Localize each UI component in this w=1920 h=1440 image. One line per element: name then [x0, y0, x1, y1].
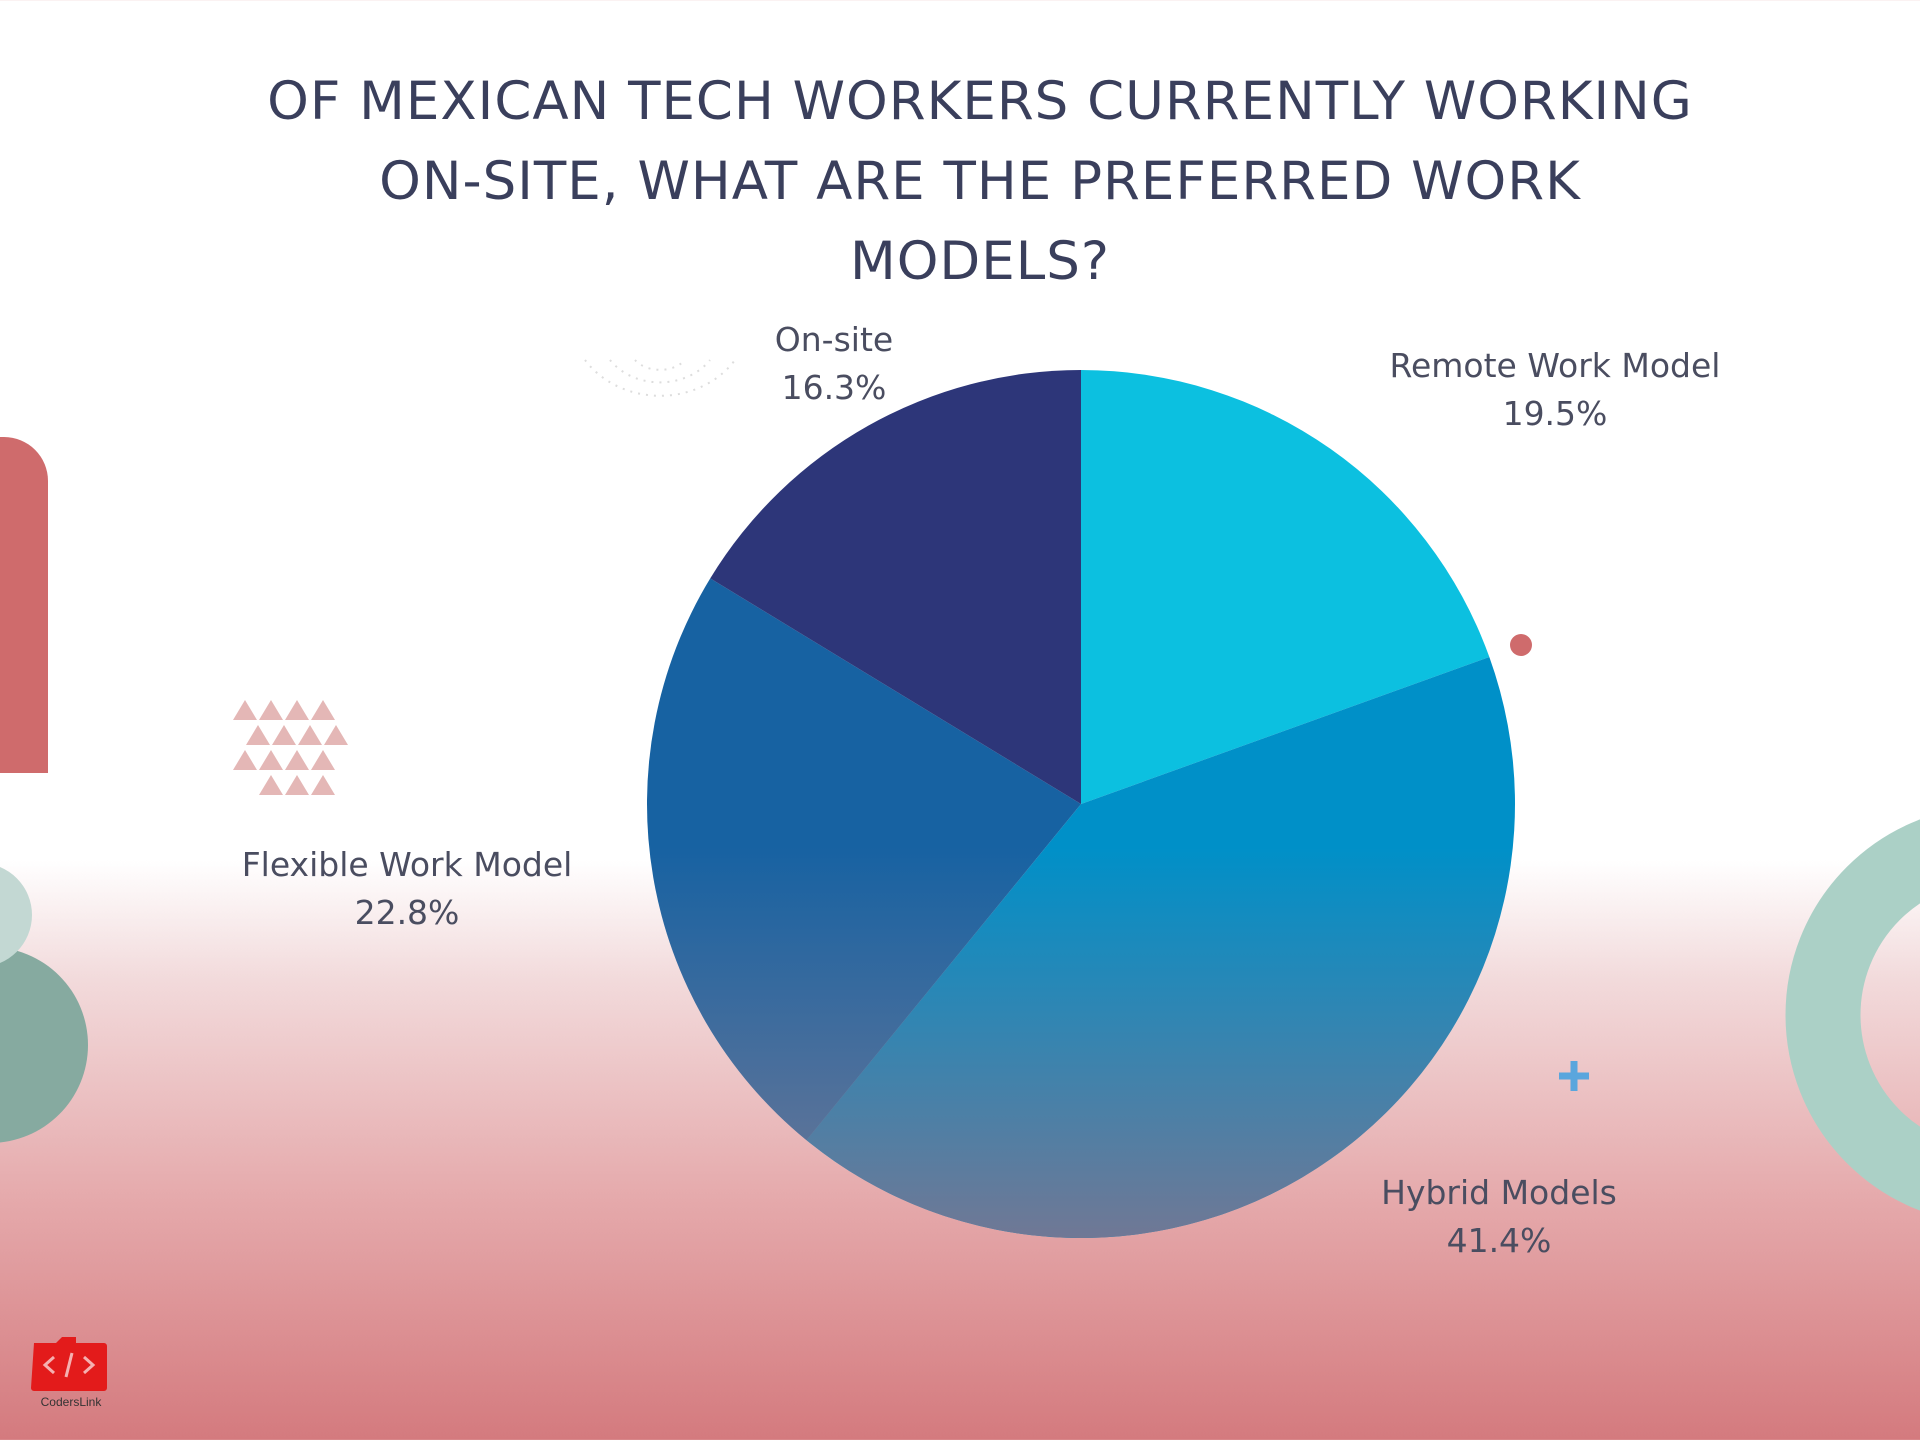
triangle: [259, 750, 283, 770]
label-onsite: On-site 16.3%: [775, 316, 893, 412]
triangle: [285, 750, 309, 770]
title-line: OF MEXICAN TECH WORKERS CURRENTLY WORKIN…: [267, 71, 1693, 132]
slice-label: Flexible Work Model: [241, 845, 573, 884]
folder-code-icon: [31, 1337, 107, 1391]
slice-label: On-site: [774, 320, 894, 359]
triangle: [233, 750, 257, 770]
plus-icon: [1559, 1061, 1589, 1091]
left-light-circle: [0, 867, 32, 963]
triangle: [324, 725, 348, 745]
chart-title: OF MEXICAN TECH WORKERS CURRENTLY WORKIN…: [0, 62, 1920, 302]
pie-chart: [647, 369, 1515, 1238]
triangle: [285, 775, 309, 795]
title-line: MODELS?: [849, 231, 1111, 292]
slice-value: 19.5%: [1502, 394, 1608, 433]
coderslink-logo: CodersLink: [30, 1333, 112, 1409]
left-green-circle: [0, 947, 88, 1143]
triangle-pattern: [233, 700, 348, 795]
triangle: [298, 725, 322, 745]
triangle: [272, 725, 296, 745]
triangle: [311, 700, 335, 720]
logo-text: CodersLink: [40, 1395, 102, 1409]
slice-label: Remote Work Model: [1389, 346, 1721, 385]
slice-value: 41.4%: [1446, 1221, 1552, 1260]
label-remote: Remote Work Model 19.5%: [1390, 342, 1721, 438]
pie-shade-overlay: [647, 370, 1515, 1238]
left-red-bar: [0, 437, 48, 773]
triangle: [311, 775, 335, 795]
triangle: [259, 700, 283, 720]
triangle: [259, 775, 283, 795]
slice-label: Hybrid Models: [1381, 1173, 1617, 1212]
red-dot: [1510, 634, 1532, 656]
slice-value: 16.3%: [781, 368, 887, 407]
triangle: [311, 750, 335, 770]
triangle: [285, 700, 309, 720]
title-line: ON-SITE, WHAT ARE THE PREFERRED WORK: [379, 151, 1581, 212]
triangle: [233, 700, 257, 720]
label-flexible: Flexible Work Model 22.8%: [242, 841, 573, 937]
label-hybrid: Hybrid Models 41.4%: [1381, 1169, 1617, 1265]
triangle: [246, 725, 270, 745]
dotted-arcs: [584, 359, 736, 397]
slice-value: 22.8%: [354, 893, 460, 932]
right-ring: [1785, 819, 1920, 1211]
